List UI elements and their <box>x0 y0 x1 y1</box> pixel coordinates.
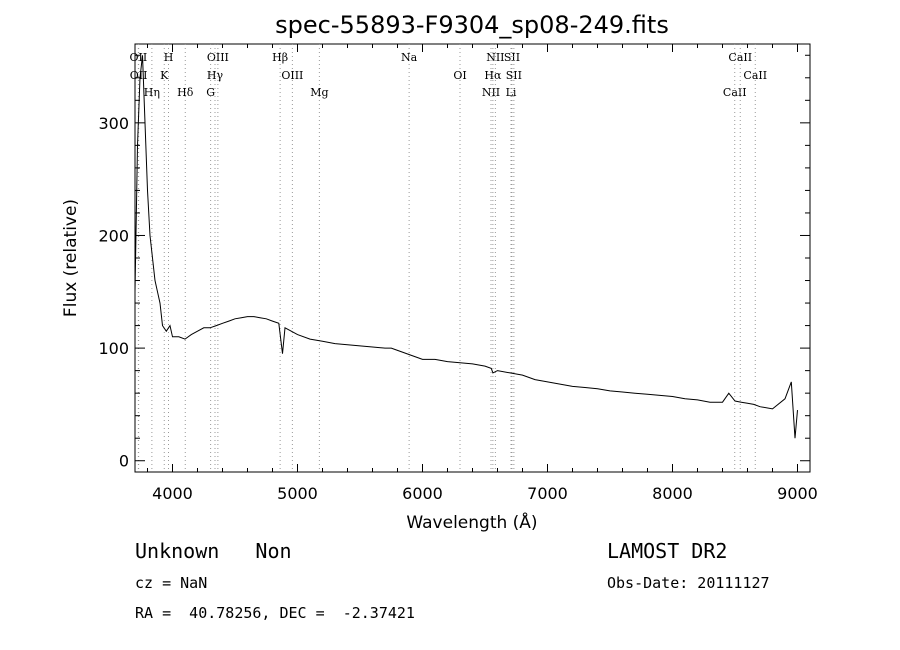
line-marker-label: OIII <box>281 69 303 82</box>
spectral-line-markers: OIIOIIHηHKHδOIIIHγGHβOIIIMgNaOINIINIIHαL… <box>130 44 767 472</box>
line-marker-label: SII <box>504 51 520 64</box>
line-marker-label: Hδ <box>177 86 194 99</box>
line-marker-label: Na <box>401 51 418 64</box>
line-marker-label: Hγ <box>207 69 224 82</box>
object-class-text: Unknown Non <box>135 539 292 563</box>
x-tick-label: 6000 <box>402 484 443 503</box>
line-marker-label: CaII <box>728 51 752 64</box>
line-marker-label: Hη <box>144 86 160 99</box>
y-tick-label: 300 <box>98 114 129 133</box>
line-marker-label: NII <box>482 86 500 99</box>
line-marker-label: NII <box>486 51 504 64</box>
x-tick-label: 5000 <box>277 484 318 503</box>
x-tick-label: 8000 <box>652 484 693 503</box>
x-tick-label: 7000 <box>527 484 568 503</box>
axes: 4000 5000 6000 7000 8000 9000 0 100 200 300 <box>98 44 818 503</box>
line-marker-label: CaII <box>743 69 767 82</box>
line-marker-label: Hβ <box>272 51 288 64</box>
x-axis-label: Wavelength (Å) <box>406 511 537 533</box>
line-marker-label: Li <box>506 86 517 99</box>
chart-title: spec-55893-F9304_sp08-249.fits <box>275 11 669 39</box>
plot-frame <box>134 43 811 473</box>
observation-date-text: Obs-Date: 20111127 <box>607 574 770 592</box>
line-marker-label: OIII <box>207 51 229 64</box>
line-marker-label: K <box>160 69 169 82</box>
line-marker-label: H <box>164 51 174 64</box>
x-tick-label: 9000 <box>777 484 818 503</box>
coordinates-text: RA = 40.78256, DEC = -2.37421 <box>135 604 415 622</box>
y-axis-label: Flux (relative) <box>61 199 81 317</box>
line-marker-label: Mg <box>310 86 328 99</box>
line-marker-label: Hα <box>484 69 502 82</box>
line-marker-label: OI <box>453 69 466 82</box>
y-tick-label: 100 <box>98 339 129 358</box>
survey-text: LAMOST DR2 <box>607 539 728 563</box>
line-marker-label: OII <box>130 69 148 82</box>
x-tick-label: 4000 <box>152 484 193 503</box>
flux-spectrum-line <box>134 55 798 439</box>
redshift-text: cz = NaN <box>135 574 208 592</box>
line-marker-label: SII <box>506 69 522 82</box>
y-tick-label: 0 <box>119 452 129 471</box>
line-marker-label: CaII <box>723 86 747 99</box>
line-marker-label: G <box>206 86 215 99</box>
y-tick-label: 200 <box>98 226 129 245</box>
